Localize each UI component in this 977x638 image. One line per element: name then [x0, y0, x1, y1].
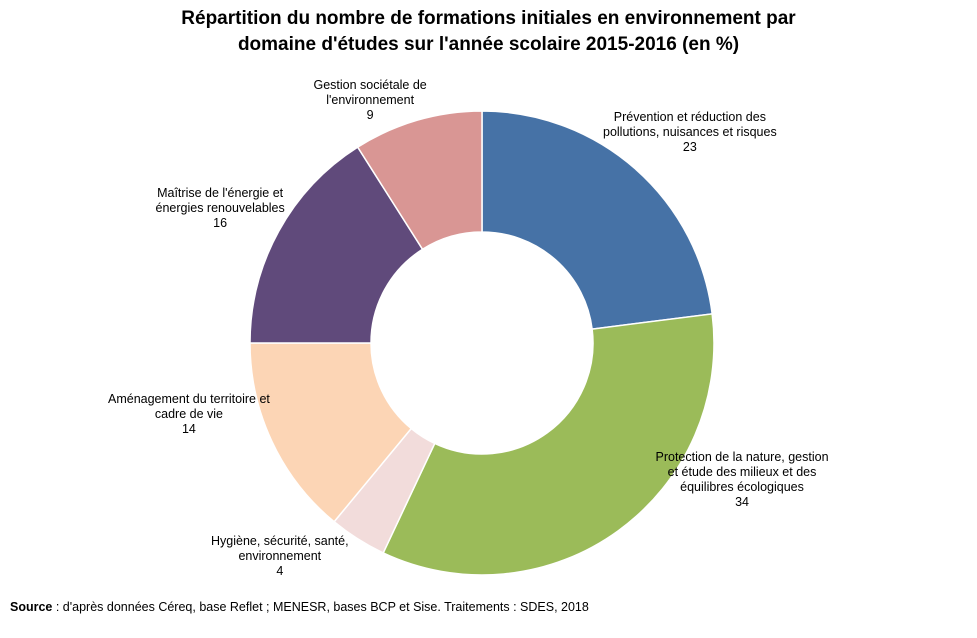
- source-note: Source : d'après données Céreq, base Ref…: [10, 600, 589, 614]
- slice-label-2-line-2: et étude des milieux et des: [667, 465, 817, 479]
- slice-value-4: 14: [181, 422, 196, 436]
- slice-6: [356, 110, 483, 251]
- slice-label-6-line-1: Gestion sociétale de: [313, 78, 427, 92]
- slice-1: [481, 110, 714, 330]
- slice-label-1-line-1: Prévention et réduction des: [613, 110, 766, 124]
- chart-title-line-1: Répartition du nombre de formations init…: [181, 8, 796, 29]
- slice-label-2-line-1: Protection de la nature, gestion: [655, 450, 829, 464]
- chart-title-line-2: domaine d'études sur l'année scolaire 20…: [237, 34, 740, 55]
- slice-2: [382, 313, 715, 576]
- slice-value-1: 23: [682, 140, 697, 154]
- slice-label-2-line-3: équilibres écologiques: [680, 480, 804, 494]
- slice-label-6-line-2: l'environnement: [326, 93, 415, 107]
- slice-5: [249, 146, 424, 344]
- donut-slices: [249, 110, 715, 576]
- slice-label-5-line-2: énergies renouvelables: [155, 201, 285, 215]
- slice-label-4-line-2: cadre de vie: [154, 407, 223, 421]
- slice-value-5: 16: [213, 216, 228, 230]
- slice-label-3-line-1: Hygiène, sécurité, santé,: [211, 534, 349, 548]
- slice-label-5-line-1: Maîtrise de l'énergie et: [157, 186, 284, 200]
- slice-label-4-line-1: Aménagement du territoire et: [108, 392, 270, 406]
- slice-value-2: 34: [735, 495, 749, 509]
- source-label: Source: [10, 600, 53, 614]
- slice-label-3: Hygiène, sécurité, santé, environnement 4: [211, 534, 349, 579]
- chart-title: Répartition du nombre de formations init…: [0, 6, 977, 58]
- source-text: : d'après données Céreq, base Reflet ; M…: [52, 600, 589, 614]
- slice-label-3-line-2: environnement: [238, 549, 322, 563]
- slice-label-1-line-2: pollutions, nuisances et risques: [603, 125, 777, 139]
- slice-4: [249, 342, 413, 523]
- slice-value-6: 9: [366, 108, 374, 122]
- slice-label-6: Gestion sociétale de l'environnement 9: [314, 78, 427, 123]
- slice-label-1: Prévention et réduction des pollutions, n…: [603, 110, 777, 155]
- slice-label-4: Aménagement du territoire et cadre de vie…: [108, 392, 270, 437]
- slice-value-3: 4: [276, 564, 284, 578]
- slice-label-2: Protection de la nature, gestion et étude…: [656, 450, 829, 510]
- slice-label-5: Maîtrise de l'énergie et énergies renouve…: [156, 186, 285, 231]
